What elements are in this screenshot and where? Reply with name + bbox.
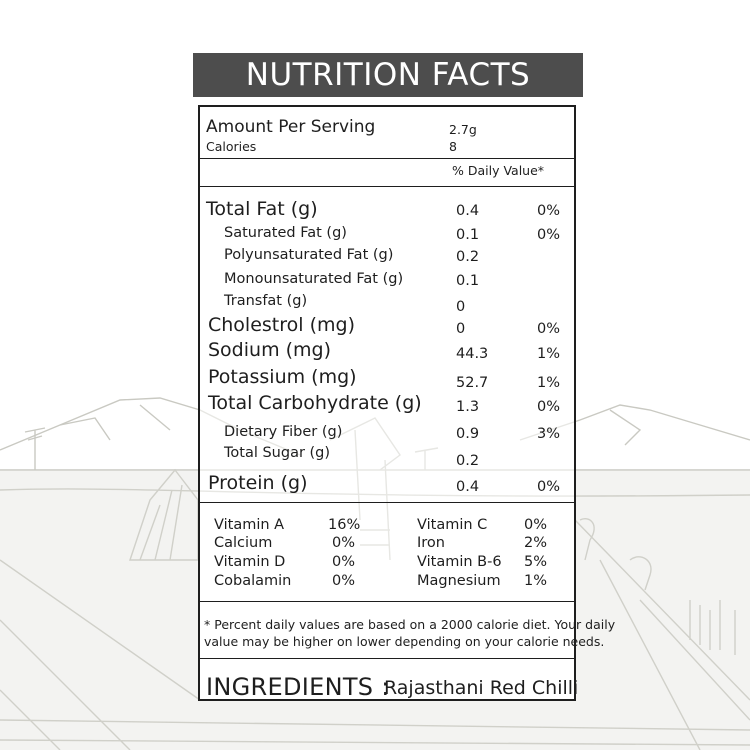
nutrition-facts-title: NUTRITION FACTS [193,53,583,97]
nutrient-label: Total Fat (g) [206,198,318,220]
nutrient-label: Cholestrol (mg) [208,314,355,336]
nutrient-amount: 52.7 [456,375,489,391]
vitamin-daily-value: 5% [524,554,548,570]
vitamin-name: Cobalamin [214,573,292,589]
calories-value: 8 [449,139,457,154]
vitamin-daily-value: 1% [524,573,548,589]
vitamin-name: Magnesium [417,573,501,589]
divider [200,186,574,187]
vitamin-name: Vitamin C [417,517,488,533]
vitamin-daily-value: 0% [332,535,356,551]
nutrient-amount: 1.3 [456,399,480,415]
vitamin-daily-value: 0% [524,517,548,533]
vitamin-name: Calcium [214,535,273,551]
footnote-line-1: * Percent daily values are based on a 20… [204,617,616,632]
nutrient-daily-value: 0% [537,479,561,495]
divider [200,502,574,503]
nutrient-amount: 0.9 [456,426,480,442]
nutrient-amount: 0.4 [456,479,480,495]
nutrient-label: Sodium (mg) [208,339,332,361]
vitamin-name: Vitamin B-6 [417,554,502,570]
nutrient-label: Polyunsaturated Fat (g) [224,247,394,263]
nutrient-amount: 0.2 [456,453,480,469]
nutrient-label: Potassium (mg) [208,366,357,388]
vitamin-name: Vitamin A [214,517,285,533]
nutrient-label: Protein (g) [208,472,308,494]
nutrient-label: Monounsaturated Fat (g) [224,271,404,287]
vitamin-daily-value: 0% [332,573,356,589]
amount-per-serving-label: Amount Per Serving [206,117,376,137]
nutrient-amount: 0 [456,299,466,315]
daily-value-header: % Daily Value* [452,163,545,178]
vitamin-daily-value: 0% [332,554,356,570]
nutrient-daily-value: 3% [537,426,561,442]
divider [200,658,574,659]
nutrient-amount: 0.4 [456,203,480,219]
nutrient-daily-value: 0% [537,203,561,219]
nutrient-daily-value: 0% [537,321,561,337]
nutrient-label: Saturated Fat (g) [224,225,347,241]
nutrient-label: Transfat (g) [224,293,308,309]
calories-label: Calories [206,139,257,154]
nutrient-daily-value: 0% [537,227,561,243]
nutrient-label: Dietary Fiber (g) [224,424,343,440]
nutrient-label: Total Carbohydrate (g) [208,392,422,414]
divider [200,601,574,602]
vitamin-name: Iron [417,535,445,551]
nutrient-daily-value: 1% [537,375,561,391]
vitamin-name: Vitamin D [214,554,286,570]
vitamin-daily-value: 16% [328,517,361,533]
ingredients-value: Rajasthani Red Chilli [384,677,579,699]
amount-per-serving-value: 2.7g [449,122,477,137]
nutrient-label: Total Sugar (g) [224,445,331,461]
nutrient-amount: 0 [456,321,466,337]
nutrient-amount: 0.2 [456,249,480,265]
nutrient-daily-value: 0% [537,399,561,415]
footnote-line-2: value may be higher on lower depending o… [204,634,605,649]
nutrient-amount: 44.3 [456,346,489,362]
nutrient-amount: 0.1 [456,273,480,289]
nutrient-amount: 0.1 [456,227,480,243]
divider [200,158,574,159]
nutrition-label-panel: Amount Per Serving 2.7g Calories 8 % Dai… [198,105,615,701]
nutrient-daily-value: 1% [537,346,561,362]
vitamin-daily-value: 2% [524,535,548,551]
ingredients-label: INGREDIENTS : [206,673,390,701]
